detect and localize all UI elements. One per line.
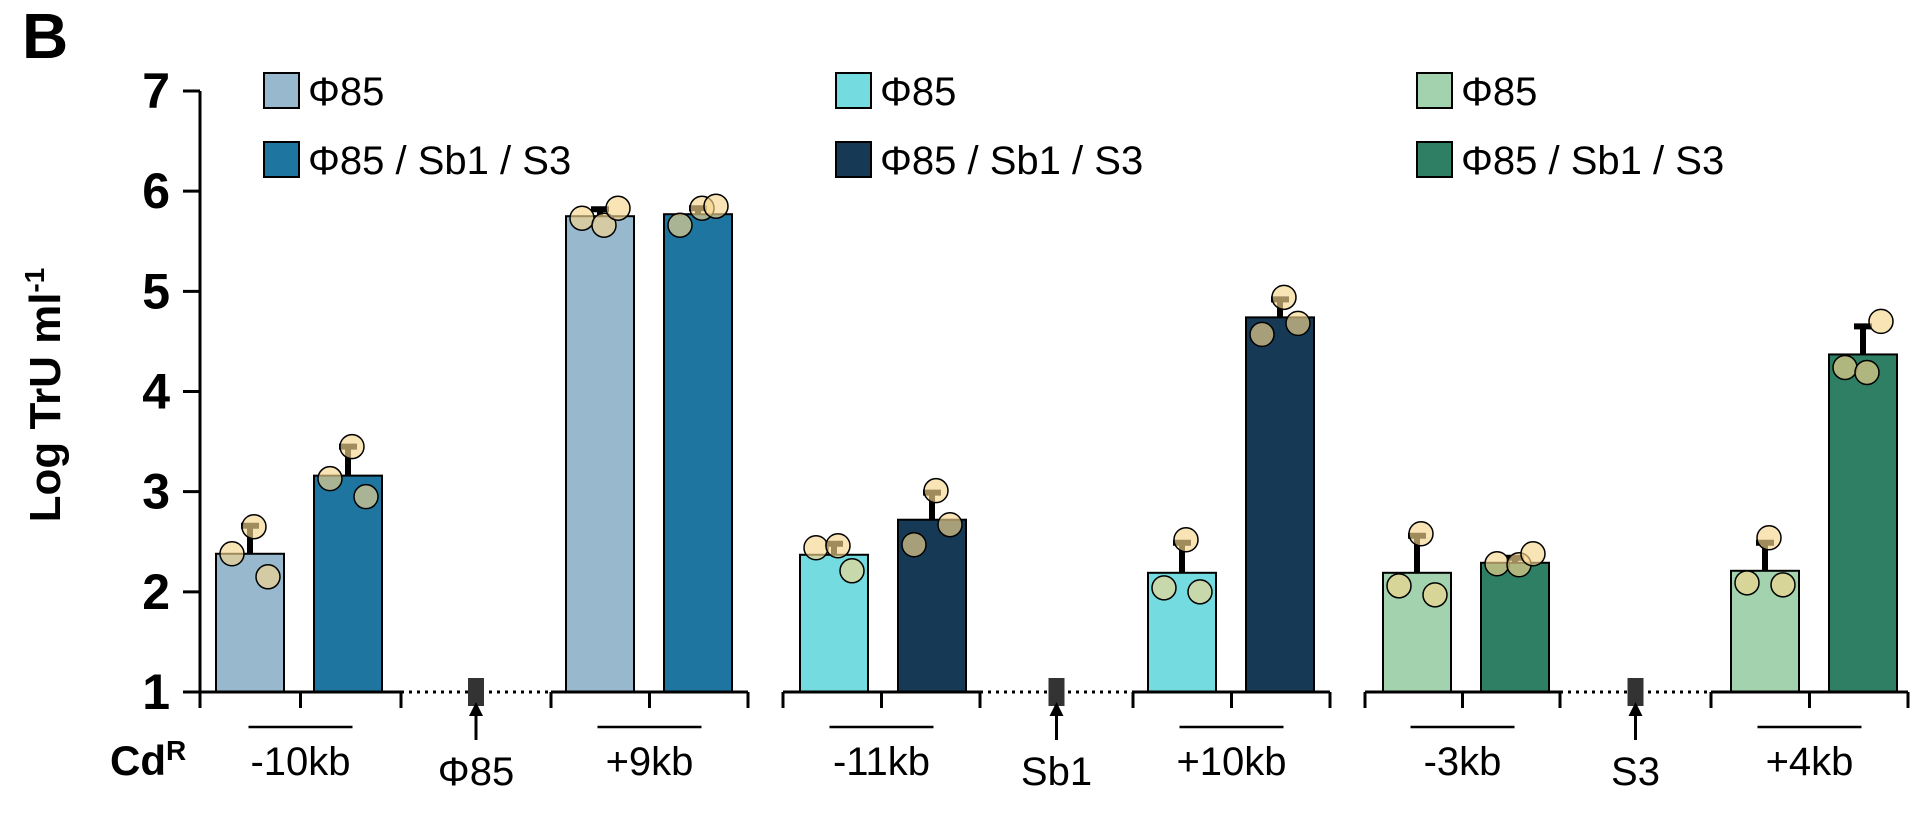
bar <box>1245 316 1315 693</box>
data-point <box>339 433 365 460</box>
legend-label: Φ85 / Sb1 / S3 <box>308 139 571 183</box>
y-tick-label: 5 <box>142 263 170 319</box>
data-point <box>937 511 963 538</box>
legend-label: Φ85 <box>308 70 384 114</box>
data-point <box>591 212 617 238</box>
legend-swatch <box>1416 141 1453 178</box>
y-axis-label-text: Log TrU ml <box>21 293 70 523</box>
y-axis: 1 2 3 4 5 6 7 <box>142 63 202 720</box>
legend: Φ85 Φ85 / Sb1 / S3 Φ85 Φ85 / Sb1 / S3 Φ85 Φ85… <box>263 70 1724 183</box>
data-point <box>1484 551 1510 577</box>
data-point <box>901 532 927 558</box>
data-point <box>1422 582 1448 608</box>
bar <box>1828 353 1898 693</box>
data-point <box>353 483 379 510</box>
data-point <box>1271 284 1297 311</box>
cdr-superscript: R <box>166 735 186 766</box>
data-point <box>825 533 851 559</box>
data-point <box>1187 579 1213 605</box>
legend-label: Φ85 <box>1461 70 1537 114</box>
data-point <box>241 513 267 540</box>
x-category-label: -11kb <box>833 740 930 784</box>
legend-swatch <box>263 141 300 178</box>
cdr-row-label: CdR <box>110 735 186 784</box>
legend-label: Φ85 / Sb1 / S3 <box>880 139 1143 183</box>
locus-marker <box>1627 678 1644 706</box>
x-baseline: -10kb +9kb -11kb +10kb -3kb +4kb Φ85 Sb1 S3 <box>198 678 1910 794</box>
bars <box>215 193 1898 694</box>
x-category-label: +10kb <box>1176 740 1286 784</box>
data-point <box>1386 573 1412 599</box>
data-point <box>1285 310 1311 337</box>
data-point <box>605 195 631 221</box>
y-tick-label: 6 <box>142 163 170 219</box>
data-point <box>1151 575 1177 601</box>
data-point <box>1832 354 1858 381</box>
data-point <box>1854 359 1880 386</box>
y-tick-label: 1 <box>142 664 170 720</box>
data-point <box>1249 321 1275 348</box>
bar <box>663 213 733 694</box>
data-point <box>1734 570 1760 596</box>
legend-swatch <box>1416 72 1453 109</box>
legend-swatch <box>263 72 300 109</box>
legend-label: Φ85 / Sb1 / S3 <box>1461 139 1724 183</box>
marker-label: Φ85 <box>438 750 514 794</box>
data-point <box>839 558 865 584</box>
data-point <box>923 477 949 504</box>
data-point <box>255 564 281 590</box>
data-point <box>1520 541 1546 567</box>
data-point <box>803 535 829 561</box>
data-point <box>1173 526 1199 553</box>
legend-swatch <box>835 72 872 109</box>
marker-arrow-head <box>1628 702 1643 716</box>
data-point <box>317 465 343 492</box>
y-tick-label: 3 <box>142 464 170 520</box>
data-point <box>569 205 595 231</box>
locus-marker <box>468 678 484 706</box>
bar <box>313 474 383 694</box>
bar <box>565 215 635 693</box>
y-tick-label: 2 <box>142 564 170 620</box>
data-point <box>667 212 693 238</box>
panel-label: B <box>22 0 68 72</box>
data-point <box>1868 308 1894 335</box>
x-category-label: +4kb <box>1766 740 1854 784</box>
data-point <box>1408 520 1434 547</box>
data-point <box>1756 524 1782 551</box>
data-point <box>703 193 729 219</box>
bar <box>1480 561 1550 693</box>
legend-swatch <box>835 141 872 178</box>
data-point <box>1770 572 1796 598</box>
x-category-label: +9kb <box>606 740 694 784</box>
locus-marker <box>1048 678 1065 706</box>
y-tick-label: 4 <box>142 364 170 420</box>
y-axis-label: Log TrU ml-1 <box>19 268 70 523</box>
marker-arrow-head <box>469 702 483 716</box>
marker-label: Sb1 <box>1021 750 1092 794</box>
marker-label: S3 <box>1611 750 1660 794</box>
legend-label: Φ85 <box>880 70 956 114</box>
cdr-text: Cd <box>110 737 166 784</box>
x-category-label: -3kb <box>1424 740 1502 784</box>
data-point <box>219 541 245 567</box>
y-tick-label: 7 <box>142 63 170 119</box>
marker-arrow-head <box>1049 702 1064 716</box>
y-axis-label-superscript: -1 <box>19 268 50 293</box>
x-category-label: -10kb <box>250 740 350 784</box>
